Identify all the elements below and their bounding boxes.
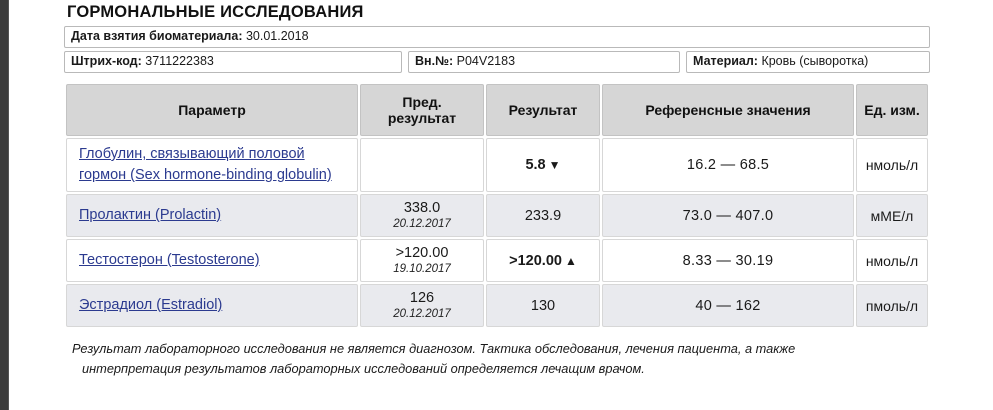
cell-unit: мМЕ/л <box>856 194 928 237</box>
barcode-label: Штрих-код: <box>71 54 142 68</box>
barcode-value: 3711222383 <box>145 54 214 68</box>
cell-previous-result: 338.0 20.12.2017 <box>360 194 484 237</box>
column-header-reference: Референсные значения <box>602 84 854 136</box>
result-value: >120.00 <box>509 252 562 269</box>
cell-parameter: Тестостерон (Testosterone) <box>66 239 358 282</box>
cell-result: 233.9 <box>486 194 600 237</box>
internal-number-label: Вн.№: <box>415 54 454 68</box>
reference-range-value: 40 — 162 <box>695 297 761 314</box>
unit-value: пмоль/л <box>865 297 919 314</box>
results-table-body: Глобулин, связывающий половой гормон (Se… <box>66 138 928 327</box>
parameter-link[interactable]: Пролактин (Prolactin) <box>79 207 222 223</box>
cell-result: 130 <box>486 284 600 327</box>
cell-previous-result: 126 20.12.2017 <box>360 284 484 327</box>
cell-result: >120.00 ▲ <box>486 239 600 282</box>
collection-date-label: Дата взятия биоматериала: <box>71 29 243 43</box>
reference-range-value: 16.2 — 68.5 <box>686 157 770 173</box>
cell-unit: нмоль/л <box>856 138 928 192</box>
previous-result-date: 20.12.2017 <box>393 308 451 320</box>
table-header-row: Параметр Пред. результат Результат Рефер… <box>66 84 928 136</box>
column-header-unit: Ед. изм. <box>856 84 928 136</box>
barcode-box: Штрих-код: 3711222383 <box>64 51 402 73</box>
collection-date-box: Дата взятия биоматериала: 30.01.2018 <box>64 26 930 48</box>
cell-reference-range: 8.33 — 30.19 <box>602 239 854 282</box>
disclaimer-line-2: интерпретация результатов лабораторных и… <box>82 361 645 376</box>
parameter-link[interactable]: Тестостерон (Testosterone) <box>79 252 260 268</box>
cell-reference-range: 73.0 — 407.0 <box>602 194 854 237</box>
disclaimer-line-1: Результат лабораторного исследования не … <box>72 341 796 356</box>
cell-unit: нмоль/л <box>856 239 928 282</box>
meta-row-collection-date: Дата взятия биоматериала: 30.01.2018 <box>64 26 930 48</box>
cell-reference-range: 40 — 162 <box>602 284 854 327</box>
parameter-link[interactable]: Глобулин, связывающий половой гормон (Se… <box>79 146 332 183</box>
table-row: Эстрадиол (Estradiol) 126 20.12.2017 130 40 … <box>66 284 928 327</box>
column-header-previous-result: Пред. результат <box>360 84 484 136</box>
results-table: Параметр Пред. результат Результат Рефер… <box>64 82 930 329</box>
left-edge-strip <box>0 0 9 410</box>
disclaimer-footnote: Результат лабораторного исследования не … <box>72 339 902 379</box>
material-label: Материал: <box>693 54 758 68</box>
table-row: Глобулин, связывающий половой гормон (Se… <box>66 138 928 192</box>
result-value: 130 <box>530 297 556 314</box>
lab-report-page: ГОРМОНАЛЬНЫЕ ИССЛЕДОВАНИЯ Дата взятия би… <box>64 0 930 379</box>
parameter-link[interactable]: Эстрадиол (Estradiol) <box>79 297 223 313</box>
collection-date-value: 30.01.2018 <box>245 29 309 43</box>
unit-value: нмоль/л <box>865 252 919 269</box>
table-row: Пролактин (Prolactin) 338.0 20.12.2017 233.… <box>66 194 928 237</box>
internal-number-box: Вн.№: P04V2183 <box>408 51 680 73</box>
arrow-up-icon: ▲ <box>564 253 577 268</box>
previous-result-value: 338.0 <box>403 200 441 216</box>
cell-parameter: Пролактин (Prolactin) <box>66 194 358 237</box>
previous-result-date: 19.10.2017 <box>393 263 451 275</box>
reference-range-value: 73.0 — 407.0 <box>682 207 774 224</box>
column-header-parameter: Параметр <box>66 84 358 136</box>
material-value: Кровь (сыворотка) <box>761 54 869 68</box>
meta-row-identifiers: Штрих-код: 3711222383 Вн.№: P04V2183 Мат… <box>64 51 930 73</box>
table-row: Тестостерон (Testosterone) >120.00 19.10.2… <box>66 239 928 282</box>
cell-previous-result: >120.00 19.10.2017 <box>360 239 484 282</box>
cell-parameter: Эстрадиол (Estradiol) <box>66 284 358 327</box>
cell-result: 5.8 ▼ <box>486 138 600 192</box>
cell-reference-range: 16.2 — 68.5 <box>602 138 854 192</box>
result-value: 5.8 <box>525 157 546 173</box>
unit-value: нмоль/л <box>865 157 919 173</box>
previous-result-value: 126 <box>409 290 435 306</box>
column-header-result: Результат <box>486 84 600 136</box>
reference-range-value: 8.33 — 30.19 <box>682 252 774 269</box>
previous-result-value: >120.00 <box>395 245 449 261</box>
previous-result-date: 20.12.2017 <box>393 218 451 230</box>
cell-unit: пмоль/л <box>856 284 928 327</box>
material-box: Материал: Кровь (сыворотка) <box>686 51 930 73</box>
cell-previous-result <box>360 138 484 192</box>
result-value: 233.9 <box>524 207 562 224</box>
internal-number-value: P04V2183 <box>456 54 516 68</box>
page-title: ГОРМОНАЛЬНЫЕ ИССЛЕДОВАНИЯ <box>67 3 364 21</box>
cell-parameter: Глобулин, связывающий половой гормон (Se… <box>66 138 358 192</box>
arrow-down-icon: ▼ <box>548 158 561 172</box>
unit-value: мМЕ/л <box>870 207 914 224</box>
